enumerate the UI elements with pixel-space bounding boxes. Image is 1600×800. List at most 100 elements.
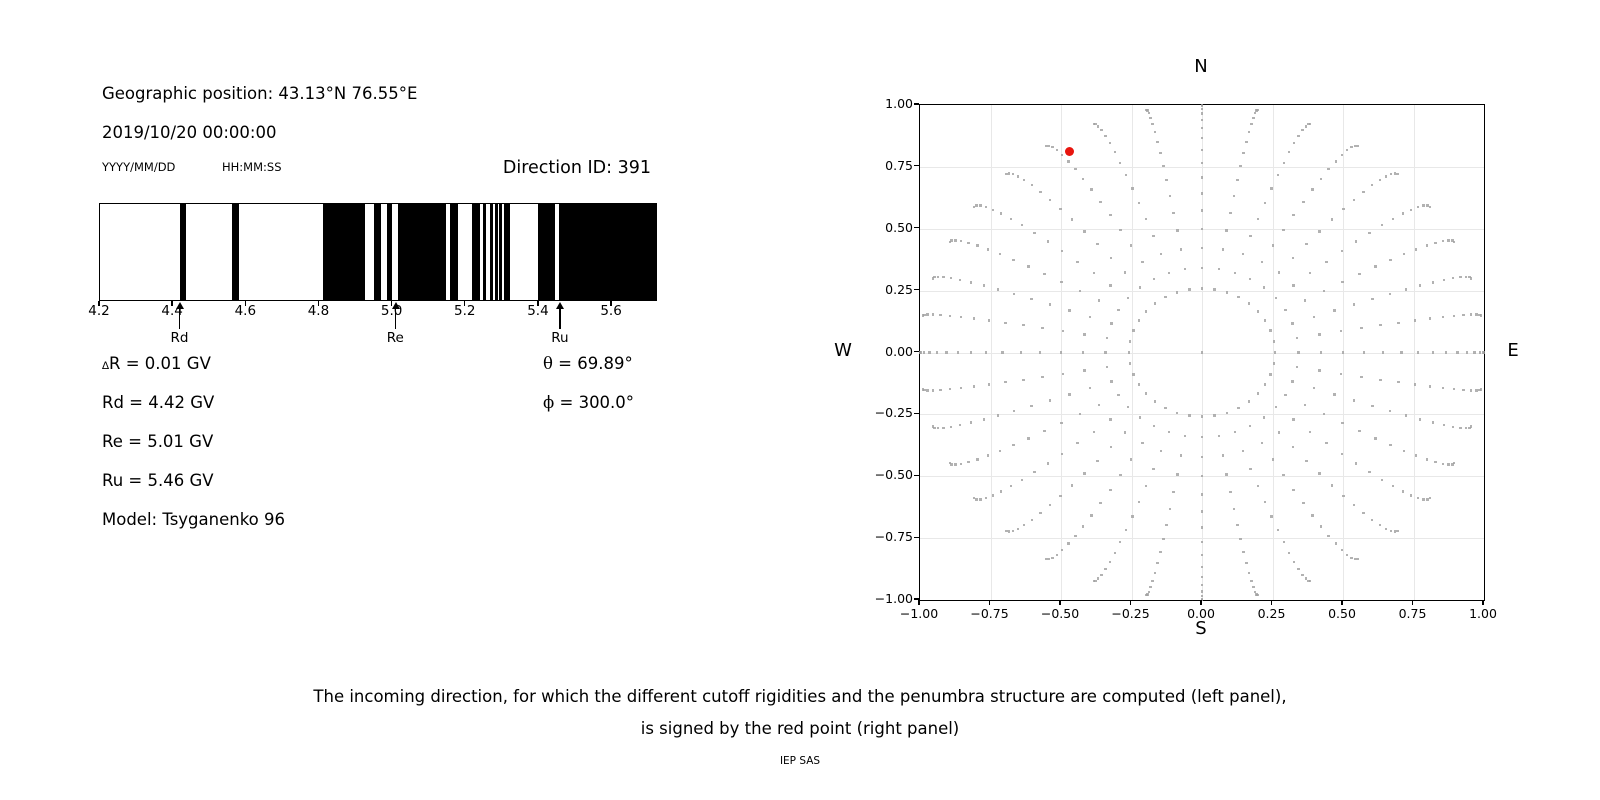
x-tick-label: −0.50 (1040, 606, 1080, 621)
y-tick-label: −0.75 (874, 529, 913, 545)
direction-dot (1083, 333, 1086, 336)
direction-dot (1200, 287, 1204, 290)
direction-dot (1004, 381, 1007, 384)
direction-dot (1144, 310, 1148, 313)
x-tick-label: −1.00 (899, 606, 939, 621)
direction-dot (1256, 218, 1259, 221)
penumbra-bar (489, 204, 493, 300)
direction-dot (1341, 351, 1345, 354)
penumbra-tick-label: 5.2 (454, 303, 476, 319)
direction-dot (1007, 530, 1011, 533)
direction-dot (1304, 577, 1307, 580)
rd-value: Rd = 4.42 GV (102, 393, 215, 412)
direction-dot (1276, 528, 1280, 532)
direction-dot (945, 351, 948, 354)
marker-arrow-head-re (391, 302, 400, 309)
direction-dot (1327, 534, 1330, 537)
direction-dot (1451, 277, 1455, 280)
direction-dot (1200, 583, 1204, 587)
direction-dot (1020, 478, 1024, 481)
direction-dot (1200, 176, 1204, 179)
direction-dot (1109, 256, 1113, 260)
direction-dot (1094, 579, 1097, 582)
direction-dot (1100, 129, 1103, 132)
direction-dot (1382, 351, 1385, 354)
direction-dot (923, 351, 926, 354)
y-tick-mark (913, 474, 919, 476)
direction-dot (1078, 412, 1081, 416)
direction-dot (1453, 240, 1456, 244)
direction-dot (1360, 375, 1363, 379)
direction-dot (1232, 507, 1236, 511)
direction-dot (1241, 253, 1245, 256)
direction-dot (1188, 414, 1191, 417)
direction-dot (1342, 207, 1345, 211)
direction-dot (970, 421, 973, 424)
direction-dot (1378, 178, 1381, 182)
direction-dot (1284, 393, 1287, 396)
direction-dot (1145, 593, 1148, 597)
direction-dot (1239, 164, 1242, 168)
x-tick-mark (918, 599, 920, 605)
direction-dot (986, 454, 990, 457)
direction-dot (1030, 518, 1033, 522)
direction-dot (1092, 430, 1095, 433)
direction-dot (1441, 462, 1445, 466)
direction-dot (1330, 218, 1334, 221)
penumbra-bar (323, 204, 366, 300)
direction-dot (1081, 177, 1085, 180)
x-tick-label: −0.25 (1111, 606, 1150, 621)
direction-dot (1047, 144, 1051, 147)
marker-label-ru: Ru (551, 330, 569, 346)
direction-dot (1263, 500, 1267, 503)
direction-dot (948, 240, 951, 244)
direction-dot (1030, 183, 1033, 187)
direction-dot (1149, 586, 1152, 589)
direction-dot (1145, 218, 1148, 221)
direction-dot (1340, 153, 1344, 157)
direction-dot (1389, 258, 1392, 262)
direction-dot (1249, 424, 1252, 427)
penumbra-tick (317, 301, 320, 306)
direction-dot (1271, 244, 1274, 247)
direction-dot (1092, 272, 1095, 275)
direction-dot (1119, 161, 1122, 165)
direction-dot (1282, 540, 1285, 544)
direction-dot (1404, 414, 1407, 417)
direction-dot (1441, 386, 1445, 390)
direction-dot (1099, 200, 1102, 203)
direction-dot (1221, 454, 1224, 457)
marker-label-re: Re (386, 330, 404, 346)
direction-dot (1340, 249, 1343, 253)
direction-dot (1137, 383, 1140, 386)
direction-dot (1249, 235, 1252, 238)
direction-dot (1311, 514, 1314, 517)
x-tick-mark (1059, 599, 1061, 605)
direction-dot (1380, 224, 1384, 227)
direction-dot (1250, 579, 1253, 583)
direction-dot (1180, 454, 1183, 457)
direction-dot (1147, 590, 1151, 593)
direction-dot (1043, 272, 1046, 276)
direction-dot (1061, 452, 1064, 456)
direction-dot (1469, 313, 1473, 316)
direction-dot (1046, 240, 1050, 243)
direction-dot (1061, 249, 1064, 253)
direction-dot (935, 351, 939, 354)
direction-dot (1401, 490, 1404, 493)
direction-dot (1083, 369, 1086, 372)
direction-dot (1401, 212, 1404, 215)
direction-dot (1130, 244, 1133, 247)
direction-dot (1416, 496, 1420, 500)
direction-dot (1354, 462, 1358, 465)
direction-dot (1353, 558, 1357, 561)
direction-dot (991, 494, 995, 497)
direction-dot (1277, 431, 1280, 434)
direction-dot (998, 252, 1002, 256)
direction-dot (1236, 523, 1239, 526)
direction-dot (1045, 557, 1048, 561)
direction-dot (1200, 192, 1204, 195)
direction-dot (1126, 296, 1130, 300)
direction-dot (1418, 284, 1422, 287)
direction-dot (1132, 329, 1135, 332)
